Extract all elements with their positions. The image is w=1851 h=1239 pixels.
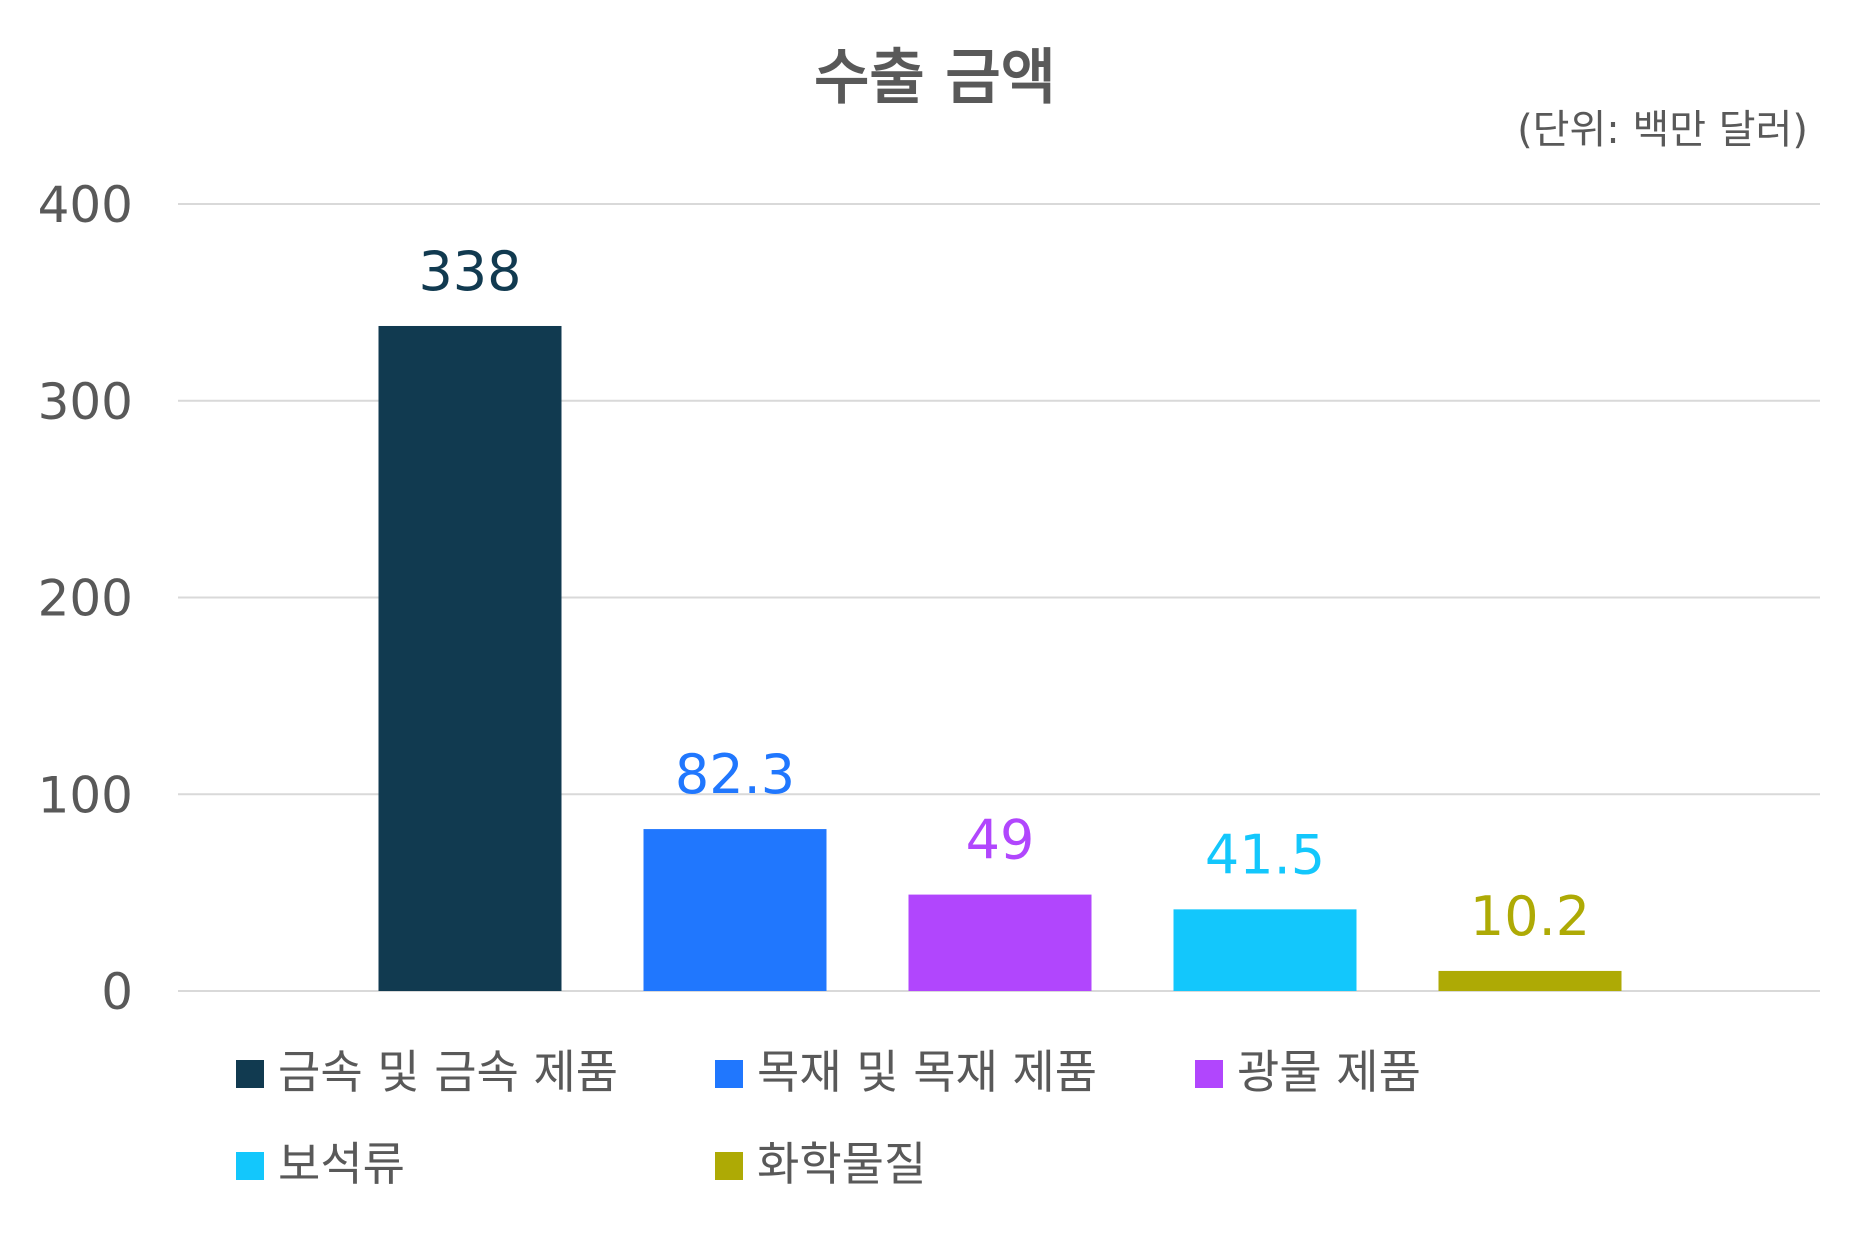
legend-label: 금속 및 금속 제품 (278, 1045, 618, 1099)
y-tick-label: 0 (101, 963, 133, 1021)
unit-label: (단위: 백만 달러) (1517, 107, 1808, 153)
bar-2 (643, 829, 827, 991)
legend-label: 보석류 (278, 1137, 405, 1191)
legend-item: 목재 및 목재 제품 (715, 1045, 1097, 1099)
data-label: 338 (418, 240, 521, 303)
y-tick-label: 400 (38, 176, 133, 234)
bars (378, 325, 1622, 991)
legend-swatch (236, 1060, 264, 1088)
y-axis-ticks: 0 100 200 300 400 (38, 176, 133, 1021)
legend-swatch (715, 1152, 743, 1180)
legend-item: 금속 및 금속 제품 (236, 1045, 618, 1099)
legend-swatch (1195, 1060, 1223, 1088)
data-label: 10.2 (1470, 885, 1590, 948)
data-label: 41.5 (1205, 823, 1325, 886)
legend-label: 화학물질 (757, 1137, 926, 1191)
legend-swatch (715, 1060, 743, 1088)
legend-item: 보석류 (236, 1137, 405, 1191)
legend-item: 화학물질 (715, 1137, 926, 1191)
y-tick-label: 300 (38, 373, 133, 431)
bar-1 (378, 325, 562, 991)
bar-5 (1438, 970, 1622, 991)
legend-swatch (236, 1152, 264, 1180)
y-tick-label: 200 (38, 570, 133, 628)
data-label: 49 (966, 809, 1035, 872)
legend-item: 광물 제품 (1195, 1045, 1421, 1099)
y-tick-label: 100 (38, 766, 133, 824)
legend-label: 목재 및 목재 제품 (757, 1045, 1097, 1099)
data-labels: 338 82.3 49 41.5 10.2 (418, 240, 1590, 948)
bar-3 (908, 894, 1092, 991)
legend-label: 광물 제품 (1237, 1045, 1421, 1099)
data-label: 82.3 (675, 743, 795, 806)
bar-4 (1173, 909, 1357, 991)
chart-title: 수출 금액 (814, 43, 1056, 113)
